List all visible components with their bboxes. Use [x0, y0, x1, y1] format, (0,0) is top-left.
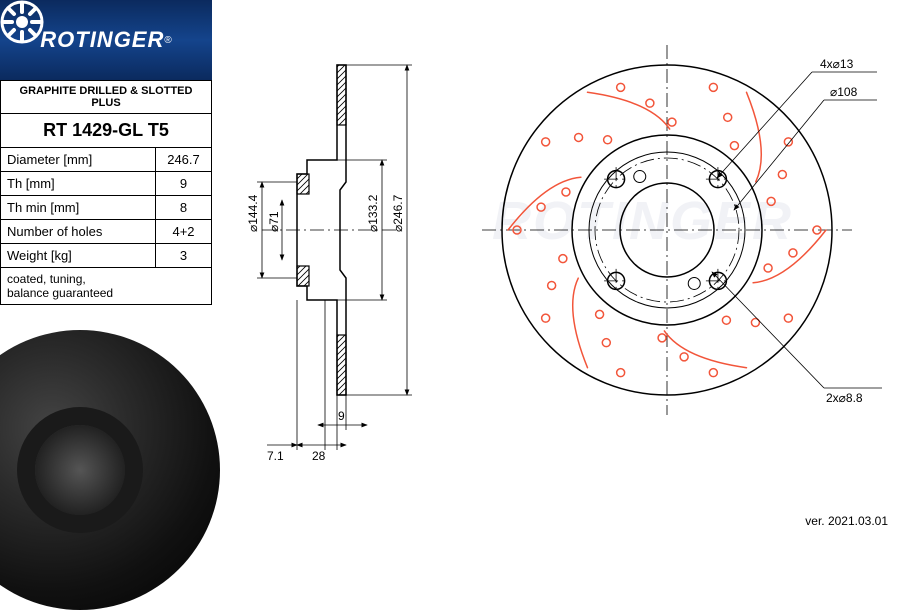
callout-pin: 2x⌀8.8	[826, 391, 863, 405]
dim-bore: ⌀144.4	[246, 194, 260, 232]
drawing-svg: 4x⌀13 ⌀108 2x⌀8.8 ⌀	[212, 0, 900, 534]
dim-inner: ⌀71	[267, 211, 281, 232]
brand-logo: ROTINGER ®	[0, 0, 212, 80]
dim-hat: ⌀133.2	[366, 194, 380, 232]
spec-value: 3	[156, 244, 212, 268]
spec-value: 9	[156, 172, 212, 196]
spec-label: Th min [mm]	[1, 196, 156, 220]
technical-drawing: ROTINGER	[212, 0, 900, 534]
spec-label: Th [mm]	[1, 172, 156, 196]
spec-note: coated, tuning, balance guaranteed	[1, 268, 212, 305]
product-photo	[0, 330, 220, 610]
spec-label: Diameter [mm]	[1, 148, 156, 172]
spec-table: GRAPHITE DRILLED & SLOTTED PLUS RT 1429-…	[0, 80, 212, 305]
version-label: ver. 2021.03.01	[805, 514, 888, 528]
dim-lip: 7.1	[267, 449, 284, 463]
brand-name: ROTINGER	[40, 27, 164, 53]
callout-bolt: 4x⌀13	[820, 57, 854, 71]
spec-value: 246.7	[156, 148, 212, 172]
left-panel: ROTINGER ® GRAPHITE DRILLED & SLOTTED PL…	[0, 0, 212, 534]
spec-label: Weight [kg]	[1, 244, 156, 268]
part-number: RT 1429-GL T5	[1, 114, 212, 148]
spec-label: Number of holes	[1, 220, 156, 244]
callout-pcd: ⌀108	[830, 85, 858, 99]
dim-outer: ⌀246.7	[391, 194, 405, 232]
dim-depth: 28	[312, 449, 326, 463]
product-header: GRAPHITE DRILLED & SLOTTED PLUS	[1, 81, 212, 114]
spec-value: 8	[156, 196, 212, 220]
spec-value: 4+2	[156, 220, 212, 244]
dim-th: 9	[338, 409, 345, 423]
